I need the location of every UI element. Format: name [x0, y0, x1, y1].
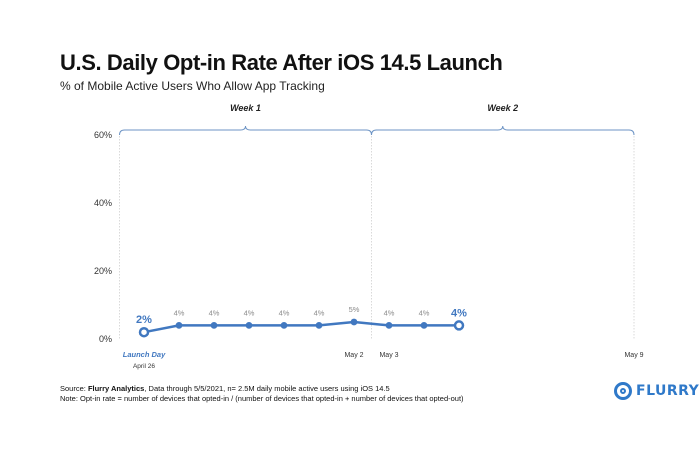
opt-in-rate-line: [143, 320, 459, 334]
data-point: [315, 322, 323, 329]
data-point: [350, 318, 358, 326]
x-annotation: May 2: [344, 352, 363, 359]
y-tick-label: 60%: [94, 130, 112, 140]
source-line: Source: Flurry Analytics, Data through 5…: [60, 384, 464, 394]
x-annotation: May 3: [379, 352, 398, 359]
data-point: [138, 326, 150, 338]
data-point: [245, 322, 253, 329]
flurry-logo-icon: [614, 382, 632, 400]
week-label: Week 2: [487, 103, 518, 113]
y-tick-label: 20%: [94, 266, 112, 276]
data-label: 4%: [244, 308, 255, 317]
data-label: 4%: [451, 307, 467, 319]
data-label: 4%: [384, 308, 395, 317]
chart-subtitle: % of Mobile Active Users Who Allow App T…: [60, 79, 325, 93]
data-label: 4%: [419, 308, 430, 317]
data-label: 5%: [349, 305, 360, 314]
source-name: Flurry Analytics: [87, 384, 145, 393]
data-label: 4%: [174, 308, 185, 317]
week-label: Week 1: [230, 103, 261, 113]
chart-footer: Source: Flurry Analytics, Data through 5…: [60, 384, 464, 404]
definition-note: Note: Opt-in rate = number of devices th…: [60, 394, 464, 403]
data-label: 4%: [279, 308, 290, 317]
chart-title: U.S. Daily Opt-in Rate After iOS 14.5 La…: [60, 50, 503, 75]
week-bracket: [119, 125, 372, 136]
week-bracket: [371, 125, 635, 136]
data-label: 2%: [136, 314, 152, 326]
source-label: Source:: [60, 384, 88, 393]
data-point: [420, 322, 428, 329]
data-label: 4%: [209, 308, 220, 317]
flurry-logo-text: FLURRY: [636, 383, 700, 399]
data-point: [175, 322, 183, 329]
data-point: [385, 322, 393, 329]
x-annotation: May 9: [624, 352, 643, 359]
data-point: [210, 322, 218, 329]
y-tick-label: 0%: [99, 334, 112, 344]
data-label: 4%: [314, 308, 325, 317]
data-point: [280, 322, 288, 329]
data-point: [453, 320, 465, 331]
x-annotation: April 26: [133, 363, 155, 370]
y-tick-label: 40%: [94, 198, 112, 208]
flurry-logo: FLURRY: [614, 382, 699, 400]
x-annotation: Launch Day: [123, 350, 166, 359]
source-details: , Data through 5/5/2021, n= 2.5M daily m…: [144, 384, 390, 393]
